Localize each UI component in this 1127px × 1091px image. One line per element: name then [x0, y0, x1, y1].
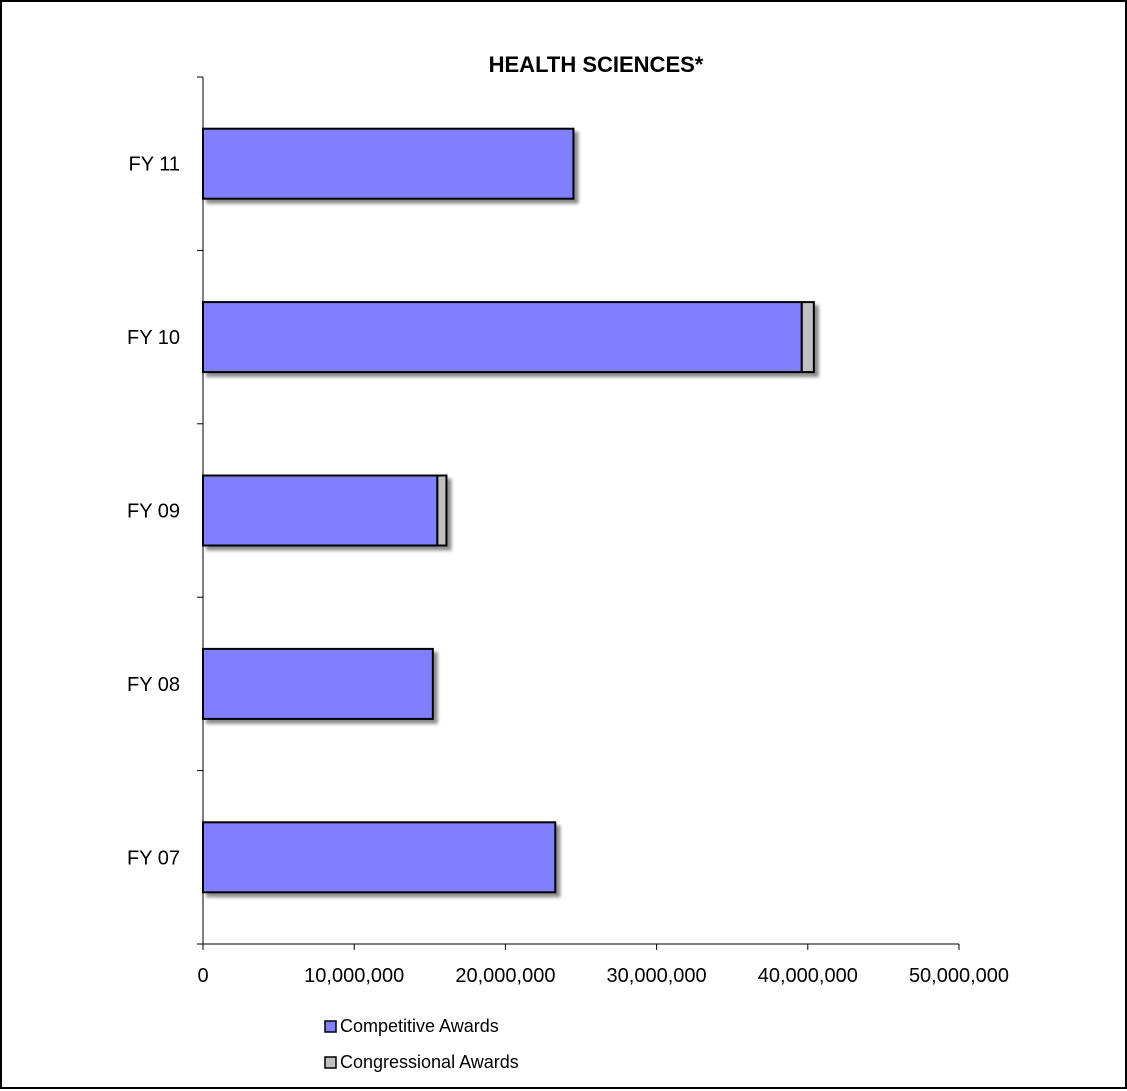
legend-label-competitive: Competitive Awards — [340, 1016, 499, 1036]
bar-competitive — [202, 647, 434, 720]
category-label: FY 11 — [128, 154, 180, 176]
x-tick-label: 40,000,000 — [758, 965, 858, 987]
bar-congressional — [436, 474, 448, 547]
bar-competitive — [202, 301, 803, 374]
plot-area: 0 10,000,000 20,000,000 30,000,000 40,000,00… — [127, 76, 1009, 987]
bar-group — [202, 647, 434, 720]
bar-group — [202, 474, 448, 547]
x-tick-label: 20,000,000 — [455, 965, 555, 987]
bar-group — [202, 301, 815, 374]
category-label: FY 07 — [127, 847, 180, 869]
category-label: FY 09 — [127, 501, 180, 523]
chart-title: HEALTH SCIENCES* — [489, 52, 704, 77]
bar-competitive — [202, 821, 557, 894]
x-tick-label: 10,000,000 — [304, 965, 404, 987]
legend: Competitive Awards Congressional Awards — [324, 1016, 519, 1072]
bar-group — [202, 821, 557, 894]
legend-label-congressional: Congressional Awards — [340, 1052, 519, 1072]
x-tick-label: 50,000,000 — [909, 965, 1009, 987]
category-label: FY 08 — [127, 674, 180, 696]
bar-competitive — [202, 474, 439, 547]
legend-swatch-competitive — [324, 1020, 337, 1033]
x-tick-label: 30,000,000 — [607, 965, 707, 987]
bar-competitive — [202, 127, 575, 200]
bar-congressional — [800, 301, 815, 374]
x-tick-label: 0 — [197, 965, 208, 987]
legend-swatch-congressional — [324, 1056, 337, 1069]
bar-group — [202, 127, 575, 200]
category-label: FY 10 — [127, 327, 180, 349]
